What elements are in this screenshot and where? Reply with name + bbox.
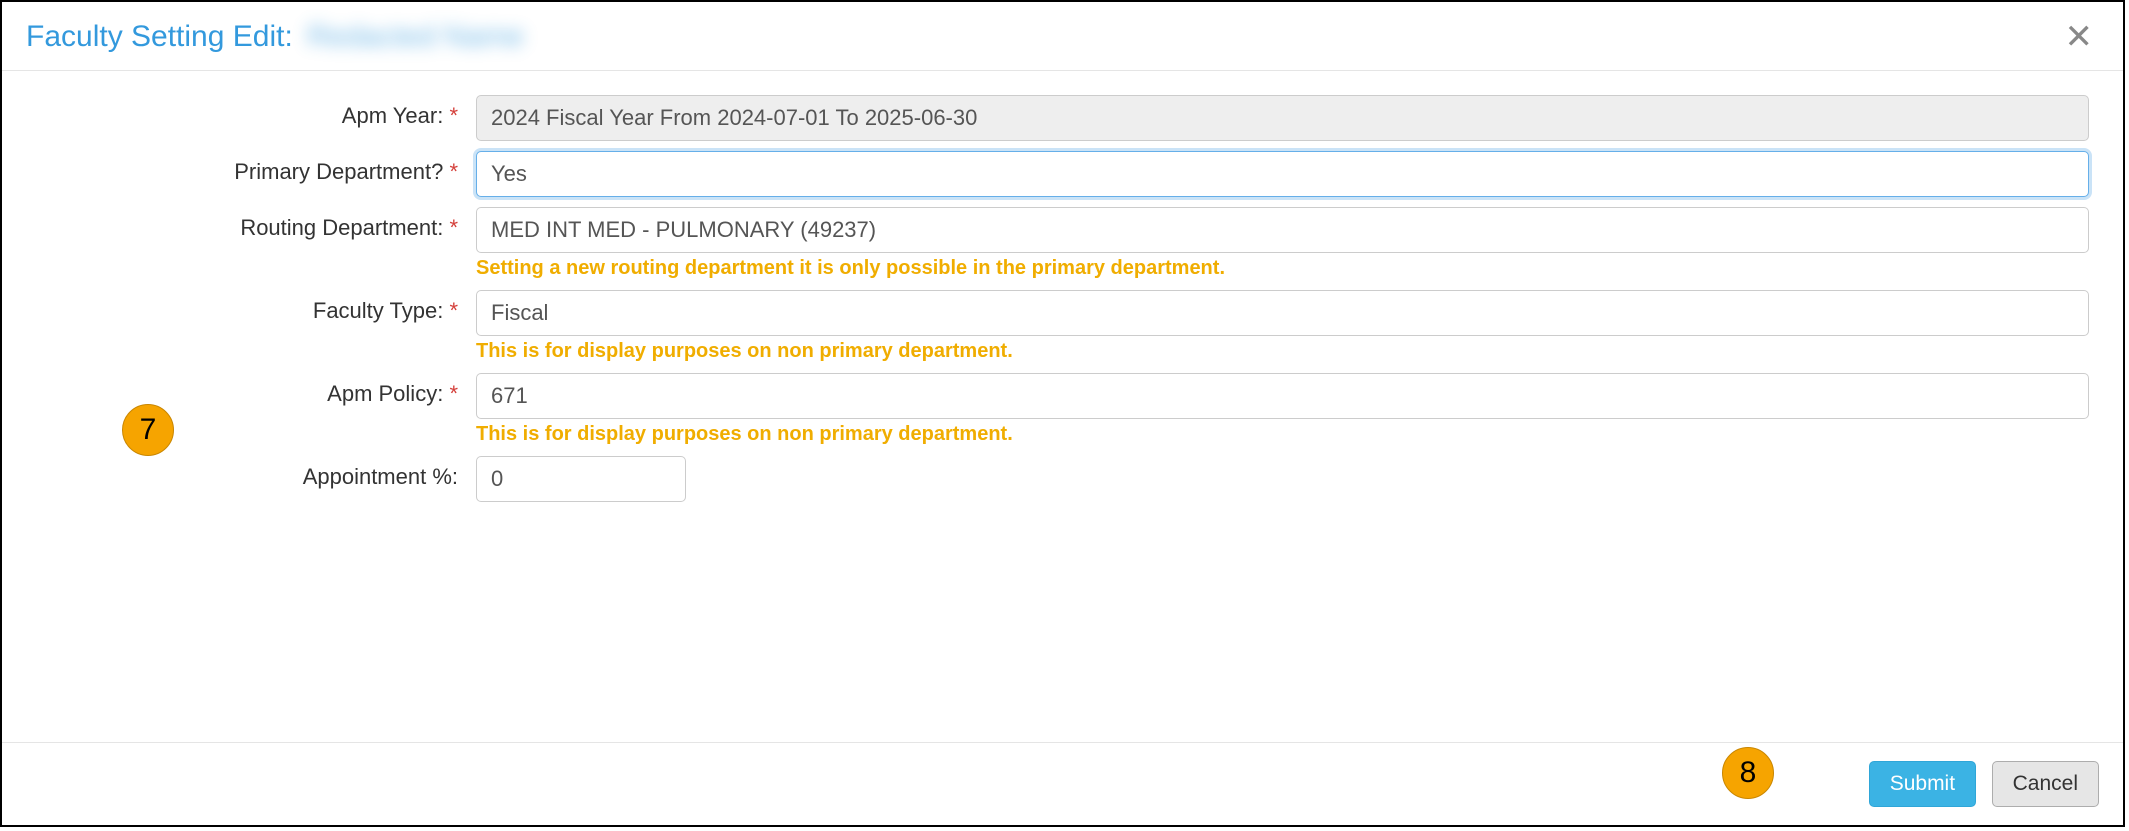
label-apm-year-text: Apm Year: [342,103,444,128]
cancel-button[interactable]: Cancel [1992,761,2099,807]
routing-dept-select[interactable] [476,207,2089,253]
label-apm-policy: Apm Policy: * [26,373,476,407]
label-routing-dept: Routing Department: * [26,207,476,241]
label-appointment-pct-text: Appointment %: [303,464,458,489]
required-star: * [449,298,458,323]
field-apm-policy: This is for display purposes on non prim… [476,373,2099,446]
row-apm-policy: Apm Policy: * This is for display purpos… [26,373,2099,446]
row-appointment-pct: Appointment %: [26,456,2099,502]
modal-title: Faculty Setting Edit: Redacted Name [26,20,524,54]
label-primary-dept-text: Primary Department? [234,159,443,184]
modal-title-name: Redacted Name [307,20,524,54]
close-icon[interactable]: ✕ [2059,20,2100,54]
modal-title-prefix: Faculty Setting Edit: [26,20,293,53]
annotation-badge-7: 7 [122,404,174,456]
label-primary-dept: Primary Department? * [26,151,476,185]
label-apm-year: Apm Year: * [26,95,476,129]
apm-policy-select[interactable] [476,373,2089,419]
label-apm-policy-text: Apm Policy: [327,381,443,406]
appointment-pct-input[interactable] [476,456,686,502]
modal-footer: Submit Cancel [2,742,2123,825]
modal-body: Apm Year: * Primary Department? * Routin… [2,71,2123,522]
apm-year-input [476,95,2089,141]
faculty-setting-edit-modal: Faculty Setting Edit: Redacted Name ✕ Ap… [0,0,2125,827]
label-routing-dept-text: Routing Department: [240,215,443,240]
field-appointment-pct [476,456,2099,502]
row-routing-dept: Routing Department: * Setting a new rout… [26,207,2099,280]
field-faculty-type: This is for display purposes on non prim… [476,290,2099,363]
submit-button[interactable]: Submit [1869,761,1976,807]
required-star: * [449,159,458,184]
help-faculty-type: This is for display purposes on non prim… [476,340,2089,363]
field-primary-dept [476,151,2099,197]
label-faculty-type: Faculty Type: * [26,290,476,324]
required-star: * [449,215,458,240]
row-faculty-type: Faculty Type: * This is for display purp… [26,290,2099,363]
faculty-type-select[interactable] [476,290,2089,336]
help-apm-policy: This is for display purposes on non prim… [476,423,2089,446]
help-routing-dept: Setting a new routing department it is o… [476,257,2089,280]
row-apm-year: Apm Year: * [26,95,2099,141]
required-star: * [449,381,458,406]
field-routing-dept: Setting a new routing department it is o… [476,207,2099,280]
field-apm-year [476,95,2099,141]
modal-header: Faculty Setting Edit: Redacted Name ✕ [2,2,2123,71]
primary-dept-select[interactable] [476,151,2089,197]
annotation-badge-8: 8 [1722,747,1774,799]
required-star: * [449,103,458,128]
label-appointment-pct: Appointment %: [26,456,476,490]
row-primary-dept: Primary Department? * [26,151,2099,197]
label-faculty-type-text: Faculty Type: [313,298,443,323]
